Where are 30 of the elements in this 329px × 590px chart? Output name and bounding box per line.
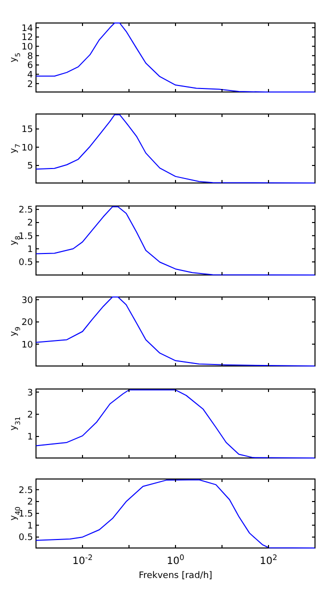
y-tick-label: 5 (27, 162, 33, 172)
y-tick-label: 20 (22, 318, 34, 328)
y-tick-label: 2 (27, 410, 33, 420)
y-tick-label: 4 (27, 70, 34, 80)
y-tick-label: 1.5 (18, 232, 33, 242)
y-tick-label: 10 (22, 143, 34, 154)
y-tick-label: 8 (27, 52, 34, 62)
x-tick-label: 10$^{-2}$ (72, 552, 93, 567)
x-axis-title: Frekvens [rad/h] (138, 571, 212, 581)
y-tick-label: 1 (27, 521, 33, 532)
y-tick-label: 1 (27, 432, 33, 443)
y-tick-label: 1 (27, 244, 33, 255)
y-tick-label: 6 (27, 61, 34, 72)
y-tick-label: 3 (27, 388, 33, 398)
y-tick-label: 0.5 (18, 533, 33, 544)
x-tick-label: 10$^{0}$ (166, 552, 184, 567)
y-tick-label: 2 (27, 498, 33, 508)
y-tick-label: 14 (22, 24, 34, 34)
y-tick-label: 12 (22, 33, 33, 44)
y-tick-label: 10 (22, 42, 34, 52)
x-tick-label: 10$^{2}$ (260, 552, 278, 567)
y-tick-label: 10 (22, 340, 34, 350)
y-tick-label: 2 (27, 218, 33, 229)
y-tick-label: 2.5 (18, 206, 33, 216)
y-tick-label: 2.5 (18, 486, 33, 496)
y-tick-label: 15 (22, 125, 33, 136)
y-tick-label: 1.5 (18, 510, 33, 520)
y-tick-label: 0.5 (18, 258, 33, 268)
y-tick-label: 2 (27, 80, 33, 90)
y-tick-label: 30 (22, 296, 34, 306)
